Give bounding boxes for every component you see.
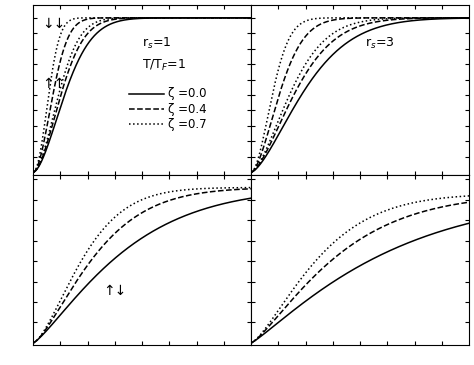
Text: r$_s$=1: r$_s$=1 <box>142 36 172 51</box>
Text: ↑↑: ↑↑ <box>42 77 65 91</box>
Text: ζ =0.7: ζ =0.7 <box>168 118 207 131</box>
Text: r$_s$=3: r$_s$=3 <box>365 36 394 51</box>
Text: ζ =0.0: ζ =0.0 <box>168 87 207 100</box>
Text: T/T$_F$=1: T/T$_F$=1 <box>142 58 186 73</box>
Text: ↑↓: ↑↓ <box>103 284 126 297</box>
Text: ζ =0.4: ζ =0.4 <box>168 103 207 115</box>
Text: ↓↓: ↓↓ <box>42 18 65 31</box>
